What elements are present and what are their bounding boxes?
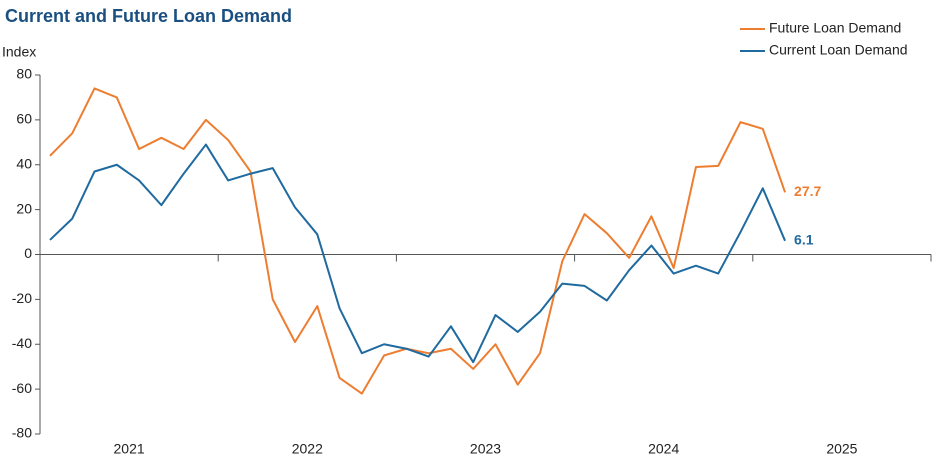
y-tick-label: -40 <box>12 335 32 351</box>
x-tick-label: 2025 <box>826 441 857 457</box>
legend-label: Future Loan Demand <box>769 20 901 36</box>
y-tick-label: 0 <box>24 245 32 261</box>
y-tick-label: 60 <box>16 111 32 127</box>
y-axis-label: Index <box>2 44 36 60</box>
chart-title: Current and Future Loan Demand <box>5 6 292 26</box>
x-tick-label: 2023 <box>470 441 501 457</box>
x-tick-label: 2022 <box>292 441 323 457</box>
x-tick-label: 2024 <box>648 441 679 457</box>
y-tick-label: 40 <box>16 155 32 171</box>
y-tick-label: 20 <box>16 200 32 216</box>
y-tick-label: 80 <box>16 66 32 82</box>
x-tick-label: 2021 <box>114 441 145 457</box>
series-line <box>49 143 786 364</box>
series-line <box>49 87 786 395</box>
y-tick-label: -20 <box>12 290 32 306</box>
end-label: 27.7 <box>794 183 821 199</box>
legend-label: Current Loan Demand <box>769 42 908 58</box>
y-tick-label: -80 <box>12 425 32 441</box>
end-label: 6.1 <box>794 232 814 248</box>
y-tick-label: -60 <box>12 380 32 396</box>
